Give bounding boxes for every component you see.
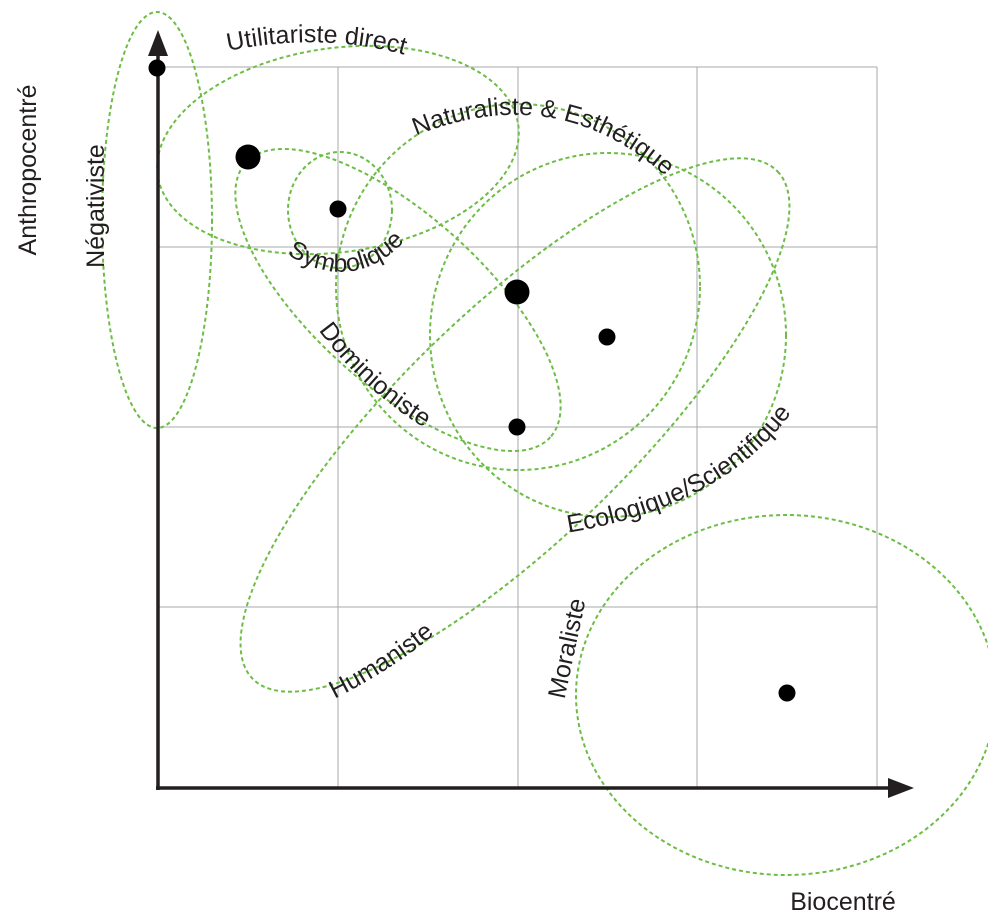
zone-label-naturaliste-text: Naturaliste & Esthétique [408, 93, 680, 181]
axes [148, 30, 914, 798]
points [148, 59, 796, 702]
zone-label-naturaliste: Naturaliste & Esthétique [408, 93, 680, 181]
zone-label-dominioniste: Dominioniste [314, 317, 436, 433]
point-marker [504, 279, 530, 305]
x-axis-arrow [888, 778, 914, 798]
zone-humaniste [239, 157, 791, 693]
zone-dominioniste [234, 147, 562, 453]
y-axis-arrow [148, 30, 168, 56]
zone-label-symbolique-text: Symbolique [284, 225, 409, 278]
point-marker [598, 328, 616, 346]
zone-label-utilitariste: Utilitariste direct [224, 20, 410, 60]
zone-naturaliste [335, 103, 701, 471]
point-marker [508, 418, 526, 436]
zone-label-humaniste-text: Humaniste [324, 617, 438, 704]
zone-label-dominioniste-text: Dominioniste [314, 317, 436, 433]
point-marker [148, 59, 166, 77]
point-marker [235, 144, 261, 170]
zones [101, 11, 988, 876]
y-axis-title: Anthropocentré [14, 85, 42, 256]
zone-label-utilitariste-text: Utilitariste direct [224, 20, 410, 60]
zone-label-humaniste: Humaniste [324, 617, 438, 704]
zone-moraliste [575, 514, 988, 876]
zone-symbolique [287, 151, 393, 269]
zone-label-ecologique-text: Ecologique/Scientifique [565, 399, 797, 538]
zone-utilitariste [156, 44, 520, 256]
x-axis-title: Biocentré [790, 888, 896, 916]
point-marker [778, 684, 796, 702]
zone-label-negativiste: Négativiste [82, 144, 110, 268]
point-marker [329, 200, 347, 218]
zone-label-ecologique: Ecologique/Scientifique [565, 399, 797, 538]
zone-ecologique [429, 152, 787, 518]
zone-label-symbolique: Symbolique [284, 225, 409, 278]
